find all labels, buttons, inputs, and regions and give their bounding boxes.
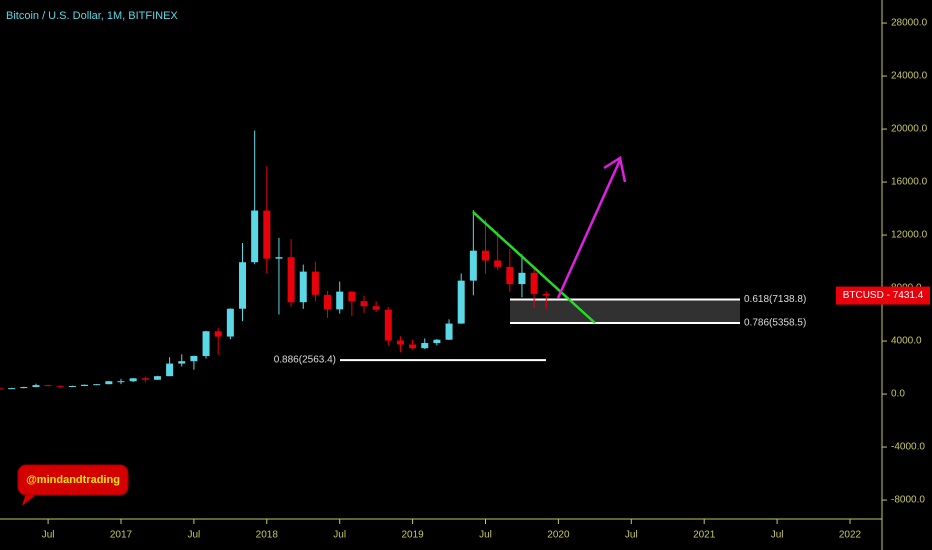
candle-body (202, 331, 210, 357)
x-tick-label: Jul (479, 530, 492, 541)
candle-body (299, 271, 307, 303)
candle-body (226, 308, 234, 337)
x-tick-label: Jul (333, 530, 346, 541)
x-tick-label: Jul (42, 530, 55, 541)
candle-body (542, 293, 550, 296)
x-tick-label: 2020 (547, 530, 570, 541)
y-tick-label: 4000.0 (891, 336, 922, 347)
trend-line (472, 211, 596, 324)
candle-body (93, 384, 101, 386)
candle-body (518, 272, 526, 285)
candle-body (239, 262, 246, 309)
candle-body (348, 291, 356, 302)
y-tick-label: 28000.0 (891, 18, 928, 29)
fib-label: 0.886(2563.4) (274, 355, 336, 366)
candle-body (324, 294, 332, 310)
candle-body (190, 356, 198, 362)
candle-body (482, 250, 489, 261)
candle-body (117, 381, 125, 383)
candle-body (396, 340, 404, 345)
candle-body (44, 385, 52, 387)
candle-body (336, 291, 344, 310)
watermark-tail (22, 493, 38, 506)
plot-area (0, 130, 740, 390)
y-tick-label: 20000.0 (891, 124, 928, 135)
candle-body (0, 388, 3, 390)
y-tick-label: 24000.0 (891, 71, 928, 82)
y-tick-label: -4000.0 (891, 442, 925, 453)
candle-body (421, 343, 429, 349)
candle-body (105, 381, 113, 385)
candle-body (68, 385, 76, 387)
projection-arrow (556, 159, 622, 299)
candle-body (372, 306, 380, 310)
candle-body (506, 266, 514, 285)
fib-label: 0.786(5358.5) (744, 318, 806, 329)
x-tick-label: 2017 (110, 530, 133, 541)
candle-body (311, 271, 319, 295)
candle-body (287, 257, 295, 303)
chart-title: Bitcoin / U.S. Dollar, 1M, BITFINEX (6, 10, 178, 22)
candle-body (8, 388, 16, 390)
candle-body (141, 378, 149, 380)
candle-body (275, 257, 283, 259)
y-tick-label: -8000.0 (891, 495, 925, 506)
price-label: BTCUSD - 7431.4 (843, 290, 924, 301)
y-tick-label: 12000.0 (891, 230, 928, 241)
x-tick-label: 2019 (401, 530, 424, 541)
y-tick-label: 0.0 (891, 389, 905, 400)
candle-body (20, 387, 28, 389)
candle-body (469, 250, 477, 281)
candle-body (153, 376, 161, 380)
x-tick-label: Jul (625, 530, 638, 541)
watermark-box (17, 464, 129, 496)
arrow-head (603, 155, 627, 183)
candle-body (384, 309, 392, 341)
x-tick-label: Jul (188, 530, 201, 541)
candle-body (530, 272, 538, 294)
x-tick-label: 2022 (839, 530, 862, 541)
candle-body (457, 280, 465, 324)
x-tick-label: Jul (771, 530, 784, 541)
x-tick-label: 2018 (256, 530, 279, 541)
candle-body (32, 385, 40, 388)
candle-body (251, 210, 259, 263)
candle-body (409, 344, 417, 349)
price-label-box (836, 286, 930, 305)
candle-body (81, 384, 89, 386)
candle-body (494, 260, 502, 267)
candle-body (214, 331, 222, 337)
fib-label: 0.618(7138.8) (744, 294, 806, 305)
candle-body (433, 339, 441, 344)
watermark: @mindandtrading (26, 474, 120, 486)
candle-body (129, 378, 137, 382)
candle-body (360, 301, 368, 307)
candle-body (166, 363, 174, 377)
candle-body (56, 385, 64, 387)
fib-zone (510, 299, 740, 324)
x-tick-label: 2021 (693, 530, 716, 541)
candle-body (178, 361, 186, 364)
candle-body (263, 210, 271, 259)
candle-body (445, 323, 453, 340)
y-tick-label: 16000.0 (891, 177, 928, 188)
